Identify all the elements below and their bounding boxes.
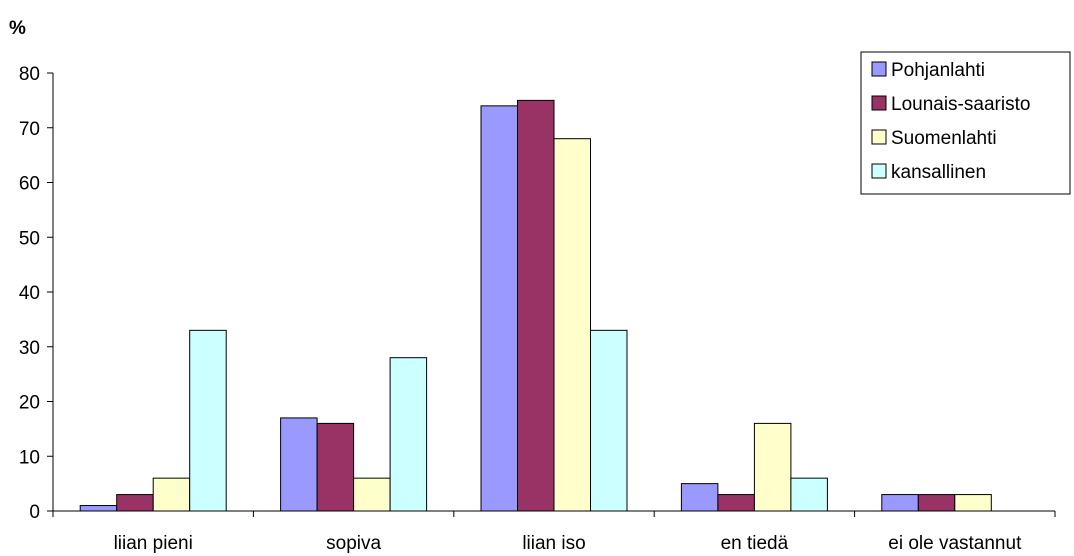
- bar-lounais-saaristo-3: [717, 494, 755, 512]
- legend-swatch: [871, 163, 887, 179]
- y-tick-label: 0: [29, 502, 40, 523]
- y-tick-label: 80: [19, 64, 40, 85]
- bar-pohjanlahti-3: [680, 483, 719, 512]
- y-tick-label: 50: [19, 228, 40, 249]
- y-tick-label: 10: [19, 447, 40, 468]
- bar-kansallinen-1: [389, 357, 428, 512]
- y-tick-label: 60: [19, 174, 40, 195]
- bar-suomenlahti-4: [954, 494, 992, 512]
- x-tick-label: liian pieni: [114, 533, 193, 554]
- bar-lounais-saaristo-0: [116, 494, 154, 512]
- legend-swatch: [871, 61, 887, 77]
- bar-kansallinen-2: [590, 329, 628, 512]
- bar-kansallinen-0: [189, 329, 227, 512]
- legend: Pohjanlahti Lounais-saaristo Suomenlahti ka…: [860, 51, 1071, 195]
- bar-pohjanlahti-0: [79, 505, 118, 512]
- legend-swatch: [871, 95, 887, 111]
- y-tick-label: 20: [19, 393, 40, 414]
- legend-box: [860, 51, 1071, 195]
- axes-layer: 0 10 20 30 40 50 60 70 80 liian pieni sopiva liian …: [19, 64, 1056, 554]
- y-tick-label: 70: [19, 119, 40, 140]
- x-tick-label: ei ole vastannut: [888, 533, 1022, 554]
- bar-lounais-saaristo-4: [917, 494, 956, 512]
- bar-lounais-saaristo-2: [517, 99, 555, 512]
- bar-pohjanlahti-4: [881, 494, 919, 512]
- bar-lounais-saaristo-1: [316, 422, 355, 512]
- y-tick-label: 40: [19, 283, 40, 304]
- x-tick-label: en tiedä: [721, 533, 789, 554]
- y-axis-label: %: [9, 18, 26, 39]
- legend-label: Suomenlahti: [891, 128, 997, 149]
- x-tick-label: sopiva: [326, 533, 381, 554]
- bar-kansallinen-3: [790, 477, 828, 512]
- y-tick-label: 30: [19, 338, 40, 359]
- legend-label: Lounais-saaristo: [891, 94, 1030, 115]
- bar-pohjanlahti-1: [280, 417, 318, 512]
- bar-suomenlahti-3: [753, 422, 792, 512]
- bar-suomenlahti-0: [152, 477, 191, 512]
- bars-layer: [79, 99, 992, 512]
- legend-swatch: [871, 129, 887, 145]
- bar-pohjanlahti-2: [480, 105, 518, 512]
- legend-label: Pohjanlahti: [891, 60, 985, 81]
- x-tick-label: liian iso: [522, 533, 585, 554]
- bar-suomenlahti-2: [553, 138, 591, 512]
- legend-label: kansallinen: [891, 162, 986, 183]
- bar-suomenlahti-1: [353, 477, 391, 512]
